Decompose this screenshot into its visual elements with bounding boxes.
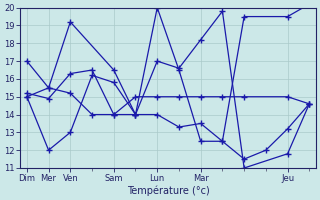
X-axis label: Température (°c): Température (°c) [127, 185, 210, 196]
